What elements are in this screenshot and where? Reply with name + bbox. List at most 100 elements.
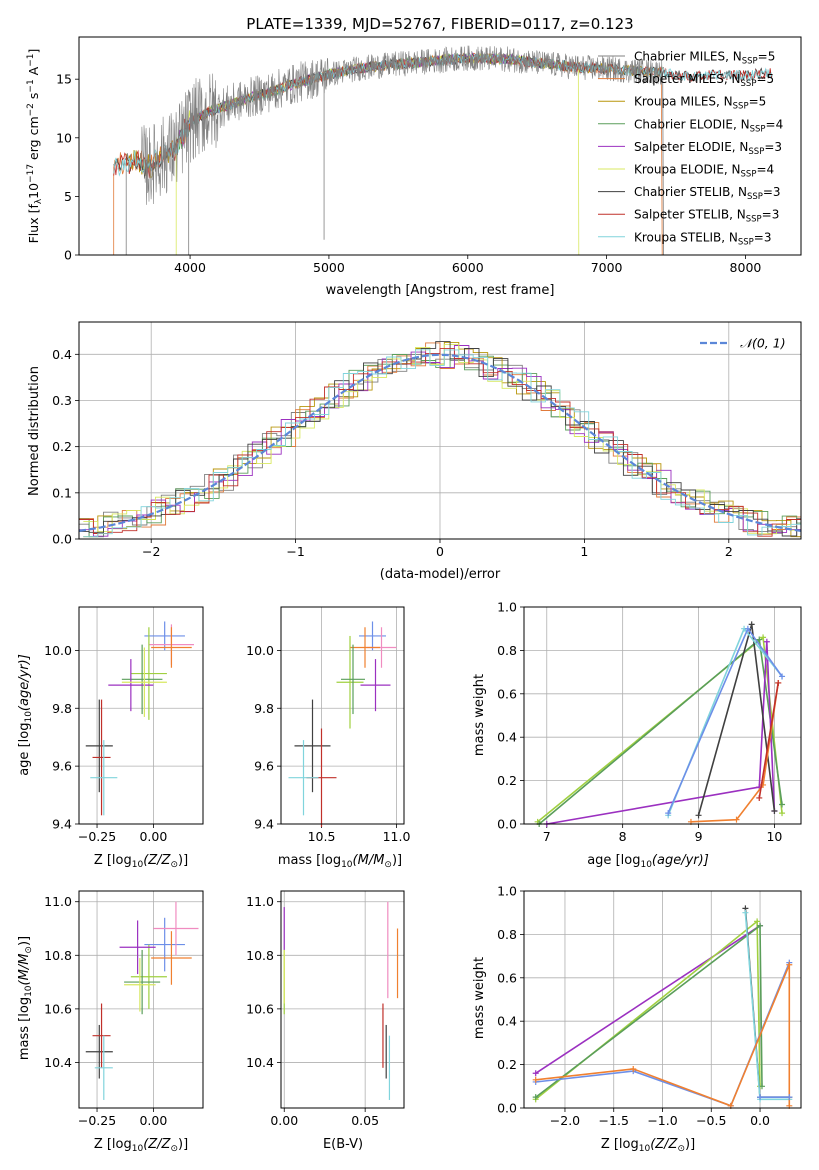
mass-vs-metallicity-frame bbox=[78, 890, 204, 1109]
weight-vs-age-xtick-label-1: 8 bbox=[619, 829, 627, 844]
weight-vs-age-point-5-2 bbox=[779, 673, 786, 680]
mass-vs-ebv-panel: 0.00 0.05 10.4 10.6 10.8 11.0 E(B-V) bbox=[246, 890, 405, 1152]
spectrum-xtick-label-2: 6000 bbox=[452, 260, 484, 275]
mass-vs-ebv-plot: 0.00 0.05 10.4 10.6 10.8 11.0 bbox=[246, 890, 405, 1128]
mass-vs-metallicity-ylabel: mass [log10(M/M⊙)] bbox=[17, 936, 34, 1060]
weight-vs-age-series-2 bbox=[546, 641, 776, 825]
weight-vs-age-point-5-0 bbox=[665, 810, 672, 817]
age-vs-mass-panel: 10.5 11.0 9.4 9.6 9.8 10.0 mass [log10(M/M⊙)] bbox=[246, 606, 411, 870]
weight-vs-metallicity-ylabel: mass weight bbox=[472, 957, 487, 1039]
age-vs-mass-plot: 10.5 11.0 9.4 9.6 9.8 10.0 bbox=[246, 606, 411, 844]
spectrum-legend-label-6: Chabrier STELIB, NSSP=3 bbox=[634, 185, 781, 202]
residuals-frame bbox=[78, 321, 802, 540]
weight-vs-age-point-5-1 bbox=[744, 625, 751, 632]
mass-vs-ebv-frame bbox=[280, 890, 405, 1109]
age-vs-metallicity-plot: −0.25 0.00 9.4 9.6 9.8 10.0 bbox=[44, 606, 204, 844]
spectrum-legend-label-8: Kroupa STELIB, NSSP=3 bbox=[634, 230, 772, 247]
spectrum-legend-label-1: Salpeter MILES, NSSP=5 bbox=[634, 72, 774, 89]
residuals-normal-curve bbox=[78, 353, 802, 532]
weight-vs-age-point-0-2 bbox=[779, 810, 786, 817]
age-vs-mass-xlabel: mass [log10(M/M⊙)] bbox=[278, 853, 402, 870]
age-vs-mass-ytick-label-0: 9.4 bbox=[254, 817, 274, 832]
residuals-hist-salpeter-stelib bbox=[79, 348, 801, 537]
weight-vs-metallicity-ytick-label-3: 0.6 bbox=[497, 970, 517, 985]
weight-vs-metallicity-point-6-0 bbox=[532, 1076, 539, 1083]
weight-vs-age-ylabel: mass weight bbox=[472, 674, 487, 756]
mass-vs-metallicity-ytick-label-3: 11.0 bbox=[44, 894, 72, 909]
residuals-hist-kroupa-stelib bbox=[83, 349, 801, 538]
mass-vs-metallicity-xtick-label-0: −0.25 bbox=[78, 1113, 116, 1128]
residuals-plot: −2 −1 0 1 2 0.0 0.1 0.2 0.3 0.4 𝒩(0, 1) bbox=[52, 321, 802, 559]
weight-vs-age-point-1-2 bbox=[779, 801, 786, 808]
spectrum-frame bbox=[78, 36, 802, 256]
weight-vs-age-frame bbox=[523, 606, 802, 825]
weight-vs-age-ytick-label-5: 1.0 bbox=[497, 600, 517, 615]
weight-vs-age-point-0-1 bbox=[760, 634, 767, 641]
residuals-ytick-label-3: 0.3 bbox=[52, 393, 72, 408]
weight-vs-metallicity-plot: −2.0 −1.5 −1.0 −0.5 0.0 0.0 0.2 0.4 0.6 0.8 1.0 bbox=[497, 884, 802, 1128]
spectrum-legend-label-3: Chabrier ELODIE, NSSP=4 bbox=[634, 117, 783, 134]
mass-vs-metallicity-plot: −0.25 0.00 10.4 10.6 10.8 11.0 bbox=[44, 890, 204, 1128]
weight-vs-metallicity-point-1-1 bbox=[754, 918, 761, 925]
weight-vs-metallicity-series-4 bbox=[744, 912, 790, 1101]
weight-vs-age-point-3-2 bbox=[771, 807, 778, 814]
weight-vs-metallicity-xtick-label-1: −1.5 bbox=[599, 1113, 629, 1128]
spectrum-xlabel: wavelength [Angstrom, rest frame] bbox=[326, 283, 555, 298]
spectrum-legend: Chabrier MILES, NSSP=5 Salpeter MILES, NS… bbox=[598, 50, 783, 247]
weight-vs-age-xtick-label-0: 7 bbox=[543, 829, 551, 844]
residuals-legend-label: 𝒩(0, 1) bbox=[740, 336, 786, 351]
spectrum-observed-flux bbox=[141, 45, 663, 205]
weight-vs-metallicity-xtick-label-4: 0.0 bbox=[750, 1113, 770, 1128]
mass-vs-metallicity-panel: −0.25 0.00 10.4 10.6 10.8 11.0 Z [log10(Z/Z⊙)… bbox=[17, 890, 204, 1154]
mass-vs-ebv-xlabel: E(B-V) bbox=[323, 1137, 363, 1152]
weight-vs-metallicity-panel: −2.0 −1.5 −1.0 −0.5 0.0 0.0 0.2 0.4 0.6 0.8 1.0 Z … bbox=[472, 884, 802, 1154]
residuals-xtick-label-2: 0 bbox=[436, 544, 444, 559]
mass-vs-ebv-xtick-label-0: 0.00 bbox=[270, 1113, 298, 1128]
weight-vs-age-series-1 bbox=[538, 637, 783, 825]
weight-vs-age-panel: 7 8 9 10 0.0 0.2 0.4 0.6 0.8 1.0 age [log10(age/y… bbox=[472, 600, 802, 870]
age-vs-mass-ytick-label-1: 9.6 bbox=[254, 759, 274, 774]
age-vs-mass-xtick-label-1: 11.0 bbox=[383, 829, 411, 844]
weight-vs-age-point-1-1 bbox=[756, 636, 763, 643]
figure-title: PLATE=1339, MJD=52767, FIBERID=0117, z=0… bbox=[246, 15, 633, 33]
residuals-ylabel: Normed distribution bbox=[27, 366, 42, 496]
weight-vs-metallicity-point-0-0 bbox=[532, 1070, 539, 1077]
residuals-ytick-label-2: 0.2 bbox=[52, 439, 72, 454]
weight-vs-metallicity-xtick-label-2: −1.0 bbox=[647, 1113, 677, 1128]
weight-vs-metallicity-point-4-0 bbox=[742, 909, 749, 916]
weight-vs-metallicity-point-2-2 bbox=[758, 1083, 765, 1090]
residuals-xlabel: (data-model)/error bbox=[380, 567, 501, 582]
age-vs-metallicity-ytick-label-0: 9.4 bbox=[52, 817, 72, 832]
mass-vs-ebv-ytick-label-0: 10.4 bbox=[246, 1055, 274, 1070]
weight-vs-metallicity-xtick-label-0: −2.0 bbox=[550, 1113, 580, 1128]
weight-vs-metallicity-xtick-label-3: −0.5 bbox=[696, 1113, 726, 1128]
age-vs-metallicity-frame bbox=[78, 606, 204, 825]
spectrum-model-kroupa-elodie bbox=[175, 53, 580, 256]
mass-vs-metallicity-ytick-label-1: 10.6 bbox=[44, 1001, 72, 1016]
weight-vs-age-xtick-label-3: 10 bbox=[766, 829, 782, 844]
spectrum-legend-label-7: Salpeter STELIB, NSSP=3 bbox=[634, 208, 779, 225]
weight-vs-age-ytick-label-1: 0.2 bbox=[497, 773, 517, 788]
residuals-ytick-label-1: 0.1 bbox=[52, 485, 72, 500]
spectrum-xtick-label-0: 4000 bbox=[174, 260, 206, 275]
weight-vs-metallicity-ytick-label-0: 0.0 bbox=[497, 1101, 517, 1116]
residuals-ytick-label-0: 0.0 bbox=[52, 532, 72, 547]
age-vs-mass-ytick-label-3: 10.0 bbox=[246, 643, 274, 658]
spectrum-plot: 4000 5000 6000 7000 8000 0 5 10 15 Chabrier MILES… bbox=[56, 36, 802, 275]
residuals-ytick-label-4: 0.4 bbox=[52, 347, 72, 362]
age-vs-metallicity-xlabel: Z [log10(Z/Z⊙)] bbox=[94, 853, 188, 870]
weight-vs-metallicity-frame bbox=[523, 890, 802, 1109]
weight-vs-age-point-7-0 bbox=[756, 794, 763, 801]
weight-vs-age-xtick-label-2: 9 bbox=[695, 829, 703, 844]
weight-vs-metallicity-point-2-0 bbox=[532, 1094, 539, 1101]
weight-vs-metallicity-point-2-1 bbox=[757, 922, 764, 929]
weight-vs-age-point-6-1 bbox=[733, 816, 740, 823]
spectrum-ytick-label-0: 0 bbox=[64, 248, 72, 263]
spectrum-xtick-label-3: 7000 bbox=[591, 260, 623, 275]
mass-vs-ebv-ytick-label-1: 10.6 bbox=[246, 1001, 274, 1016]
spectrum-legend-label-0: Chabrier MILES, NSSP=5 bbox=[634, 50, 775, 67]
residuals-xtick-label-1: −1 bbox=[286, 544, 304, 559]
weight-vs-age-series-6 bbox=[690, 682, 779, 823]
weight-vs-age-ytick-label-3: 0.6 bbox=[497, 686, 517, 701]
